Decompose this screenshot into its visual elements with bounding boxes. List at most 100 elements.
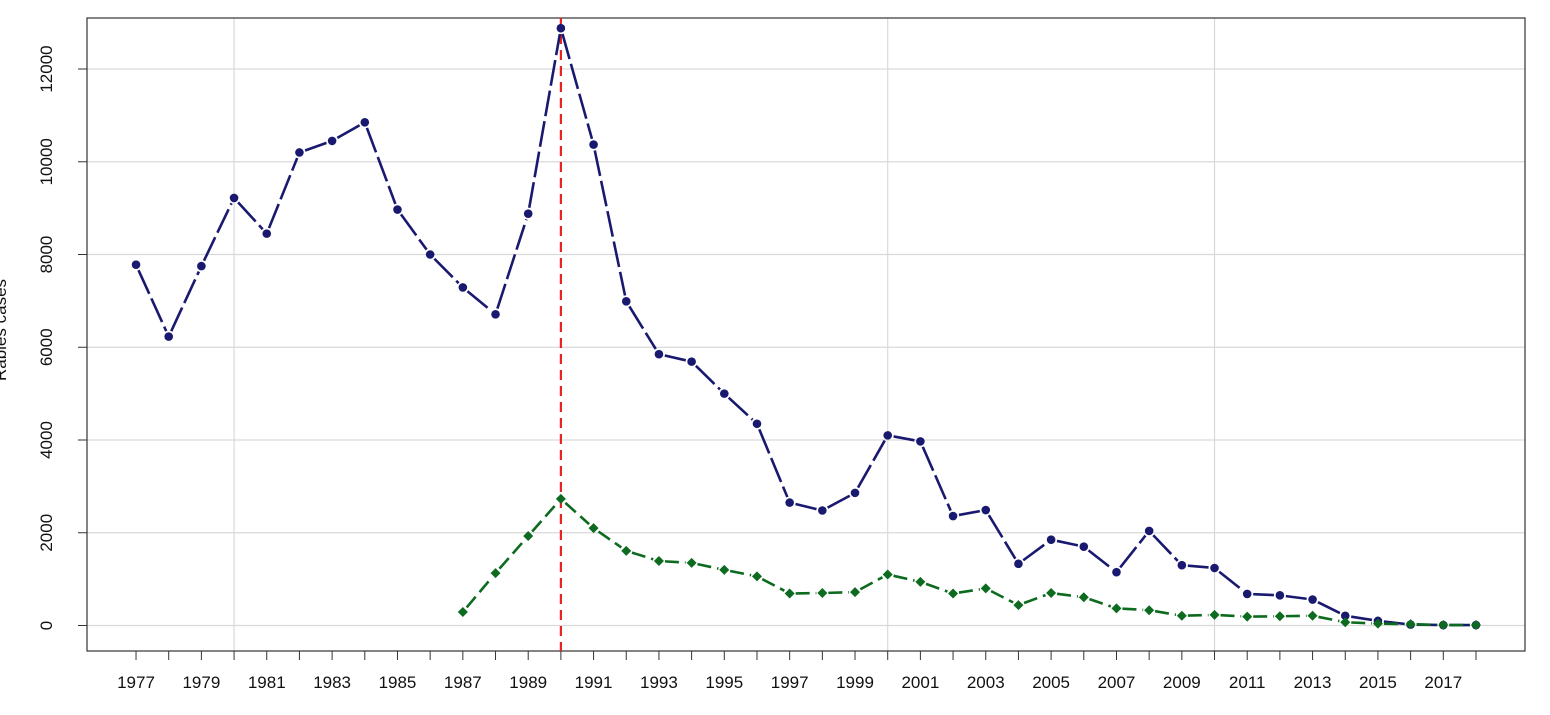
series-segment xyxy=(532,503,557,531)
series-segment xyxy=(238,202,263,229)
gridlines xyxy=(87,18,1525,651)
series-segment xyxy=(269,158,297,228)
series-segment xyxy=(1221,615,1242,616)
series-segment xyxy=(762,579,784,591)
series-segment xyxy=(795,504,816,509)
data-point xyxy=(458,607,468,617)
data-point xyxy=(295,148,304,157)
y-tick-label: 12000 xyxy=(37,45,56,92)
series-segment xyxy=(467,291,490,310)
data-point xyxy=(654,556,664,566)
series-segment xyxy=(1318,617,1339,621)
data-point xyxy=(328,137,337,146)
data-point xyxy=(557,24,566,33)
x-tick-label: 1995 xyxy=(705,673,743,692)
data-point xyxy=(491,310,500,319)
data-point xyxy=(1243,590,1252,599)
data-point xyxy=(262,229,271,238)
series-segment xyxy=(499,540,524,568)
data-point xyxy=(687,558,697,568)
series-segment xyxy=(1089,550,1112,568)
data-point xyxy=(459,283,468,292)
series-segment xyxy=(1219,572,1242,591)
plot-frame xyxy=(87,18,1525,651)
x-tick-label: 1997 xyxy=(771,673,809,692)
y-tick-label: 4000 xyxy=(37,421,56,459)
series-segment xyxy=(337,125,359,138)
y-tick-label: 2000 xyxy=(37,514,56,552)
series-segment xyxy=(989,515,1015,559)
x-tick-label: 1989 xyxy=(509,673,547,692)
x-tick-label: 2013 xyxy=(1294,673,1332,692)
data-point xyxy=(426,250,435,259)
data-point xyxy=(589,523,599,533)
data-point xyxy=(720,389,729,398)
data-point xyxy=(1308,595,1317,604)
series-segment xyxy=(565,503,589,524)
series-segment xyxy=(367,128,395,204)
series-segment xyxy=(1153,535,1177,561)
x-tick-label: 1981 xyxy=(248,673,286,692)
series-segment xyxy=(828,592,849,593)
data-point xyxy=(655,350,664,359)
data-point xyxy=(915,577,925,587)
data-point xyxy=(883,569,893,579)
series-segment xyxy=(730,571,751,575)
data-point xyxy=(785,588,795,598)
series-segment xyxy=(1188,615,1209,616)
data-point xyxy=(197,262,206,271)
y-tick-label: 10000 xyxy=(37,138,56,185)
series-segment xyxy=(665,356,686,361)
series-segment xyxy=(894,576,915,581)
x-tick-label: 2003 xyxy=(967,673,1005,692)
series-segment xyxy=(923,447,951,511)
data-point xyxy=(850,587,860,597)
data-point xyxy=(1210,564,1219,573)
series-segment xyxy=(1318,602,1340,613)
data-point xyxy=(491,568,501,578)
series-segment xyxy=(1253,594,1274,595)
x-tick-label: 1999 xyxy=(836,673,874,692)
series-segment xyxy=(629,306,655,349)
series-segment xyxy=(434,259,458,283)
data-point xyxy=(981,583,991,593)
data-point xyxy=(1079,542,1088,551)
data-point xyxy=(1406,619,1416,629)
x-tick-label: 1987 xyxy=(444,673,482,692)
series-segment xyxy=(1120,536,1145,568)
x-tick-label: 2009 xyxy=(1163,673,1201,692)
y-tick-label: 8000 xyxy=(37,236,56,274)
series-segment xyxy=(959,511,980,515)
series-1 xyxy=(132,24,1481,629)
data-point xyxy=(230,194,239,203)
series-segment xyxy=(204,203,231,260)
series-segment xyxy=(858,441,885,488)
series-segment xyxy=(171,272,199,332)
series-segment xyxy=(828,496,850,508)
series-segment xyxy=(632,553,653,560)
x-tick-label: 2011 xyxy=(1229,673,1266,692)
y-tick-label: 6000 xyxy=(37,328,56,366)
series-segment xyxy=(1286,596,1307,599)
series-segment xyxy=(401,214,427,249)
data-point xyxy=(132,260,141,269)
data-point xyxy=(589,140,598,149)
x-tick-label: 1993 xyxy=(640,673,678,692)
data-point xyxy=(1275,611,1285,621)
series-segment xyxy=(1057,594,1078,597)
data-point xyxy=(1014,560,1023,569)
x-tick-label: 2017 xyxy=(1424,673,1462,692)
data-point xyxy=(883,431,892,440)
data-point xyxy=(1047,535,1056,544)
data-point xyxy=(1112,568,1121,577)
data-point xyxy=(1471,620,1481,630)
data-point xyxy=(1210,610,1220,620)
series-segment xyxy=(1057,541,1078,545)
data-point xyxy=(1079,592,1089,602)
data-point xyxy=(393,205,402,214)
data-point xyxy=(1242,612,1252,622)
series-segment xyxy=(729,398,753,420)
data-point xyxy=(916,437,925,446)
series-segment xyxy=(1023,543,1046,560)
